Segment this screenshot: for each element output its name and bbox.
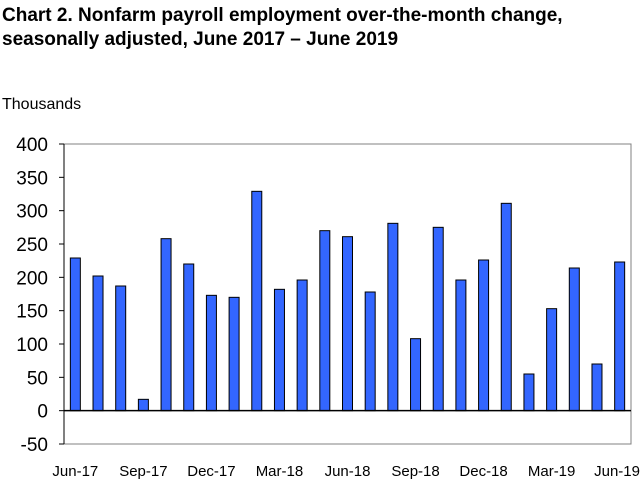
bar-mar-18 (273, 288, 285, 412)
bar-may-19 (591, 363, 603, 412)
x-tick-label: Dec-18 (459, 463, 507, 480)
bar-apr-19 (568, 267, 580, 412)
y-tick-label: 50 (27, 368, 48, 389)
bar-series (69, 190, 626, 412)
y-tick-label: 200 (16, 268, 48, 289)
bar-feb-19 (523, 373, 535, 412)
bar-jun-17 (69, 257, 81, 412)
y-tick-label: 0 (37, 402, 48, 423)
y-tick-label: 400 (16, 135, 48, 156)
bar-sep-18 (410, 338, 422, 412)
bar-aug-18 (387, 222, 399, 412)
bar-oct-18 (432, 226, 444, 412)
x-tick-label: Mar-18 (256, 463, 304, 480)
x-tick-label: Dec-17 (187, 463, 235, 480)
y-tick-label: 250 (16, 235, 48, 256)
bar-dec-17 (205, 294, 217, 412)
bar-feb-18 (251, 190, 263, 412)
x-axis: Jun-17 Sep-17 Dec-17 Mar-18 Jun-18 Sep-18 Dec-… (52, 463, 640, 480)
x-tick-label: Jun-18 (325, 463, 371, 480)
bar-jan-19 (500, 202, 512, 412)
y-tick-label: 150 (16, 302, 48, 323)
bar-jan-18 (228, 296, 240, 412)
y-tick-label: 300 (16, 202, 48, 223)
y-axis-unit-label: Thousands (2, 96, 82, 113)
bar-jun-18 (342, 236, 353, 412)
bar-nov-17 (183, 263, 195, 412)
chart-title-line-1: Chart 2. Nonfarm payroll employment over… (2, 5, 563, 26)
x-tick-label: Sep-18 (391, 463, 439, 480)
chart-title-line-2: seasonally adjusted, June 2017 – June 20… (2, 29, 399, 50)
y-tick-label: -50 (21, 435, 48, 456)
x-tick-label: Sep-17 (119, 463, 167, 480)
bar-may-18 (319, 230, 331, 412)
bar-oct-17 (160, 238, 172, 412)
bar-mar-19 (546, 308, 558, 412)
bar-sep-17 (137, 398, 149, 412)
bar-dec-18 (478, 259, 490, 412)
x-tick-label: Jun-19 (594, 463, 640, 480)
bar-aug-17 (115, 285, 127, 412)
y-tick-label: 350 (16, 168, 48, 189)
bar-jun-19 (614, 261, 626, 412)
x-tick-label: Mar-19 (528, 463, 576, 480)
bar-apr-18 (296, 279, 308, 412)
x-tick-label: Jun-17 (52, 463, 98, 480)
bar-jul-17 (92, 275, 104, 412)
bar-jul-18 (364, 291, 376, 412)
chart-title: Chart 2. Nonfarm payroll employment over… (2, 4, 642, 52)
y-tick-label: 100 (16, 335, 48, 356)
bar-nov-18 (455, 279, 467, 412)
y-axis: -50 0 50 100 150 200 250 300 350 400 (16, 135, 65, 456)
